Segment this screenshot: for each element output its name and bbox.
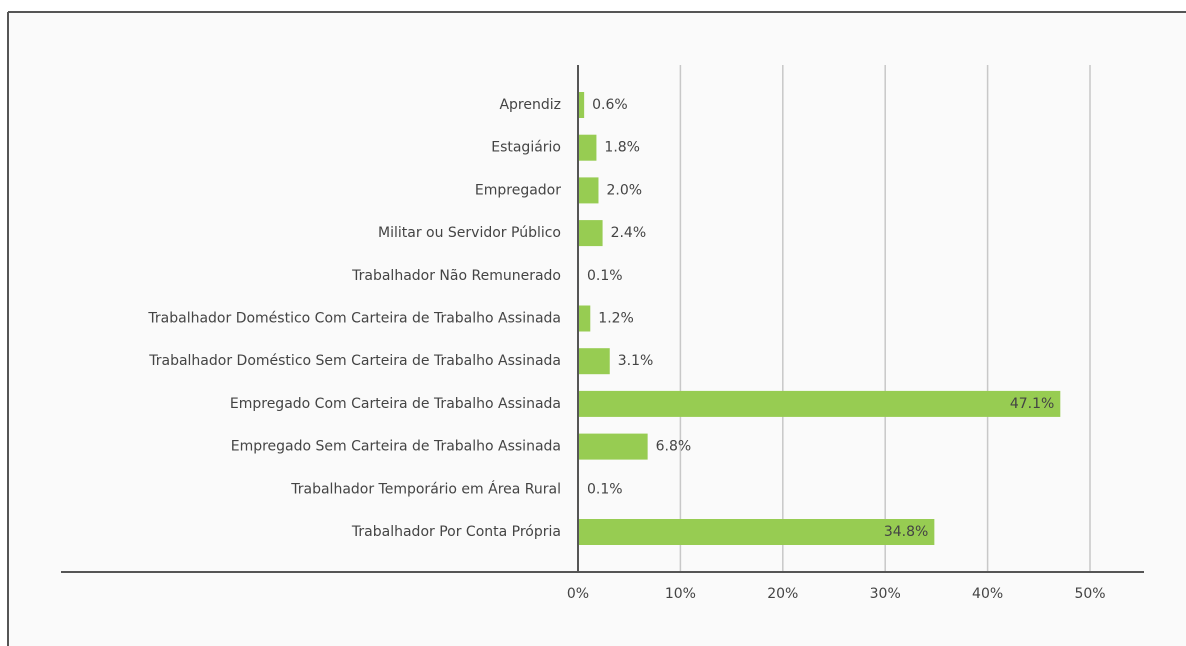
- y-tick-label: Estagiário: [491, 140, 561, 156]
- y-tick-label: Trabalhador Não Remunerado: [351, 268, 561, 284]
- y-tick-label: Trabalhador Temporário em Área Rural: [290, 480, 561, 497]
- x-tick-label: 40%: [972, 586, 1003, 602]
- y-tick-label: Militar ou Servidor Público: [378, 225, 561, 241]
- bar: [578, 92, 585, 118]
- y-tick-label: Aprendiz: [499, 97, 561, 113]
- x-tick-label: 0%: [567, 586, 589, 602]
- y-tick-label: Trabalhador Por Conta Própria: [351, 524, 561, 540]
- value-label: 6.8%: [656, 439, 692, 455]
- value-label: 1.8%: [604, 140, 640, 156]
- value-label: 0.6%: [592, 97, 628, 113]
- y-tick-label: Empregado Com Carteira de Trabalho Assin…: [230, 396, 561, 412]
- value-label: 0.1%: [587, 268, 623, 284]
- x-tick-label: 20%: [767, 586, 798, 602]
- value-label: 2.0%: [606, 182, 642, 198]
- value-label: 1.2%: [598, 311, 634, 327]
- y-tick-label: Empregador: [475, 182, 561, 198]
- bar: [578, 134, 597, 161]
- value-label: 2.4%: [611, 225, 647, 241]
- bar: [578, 305, 591, 332]
- y-tick-label: Trabalhador Doméstico Sem Carteira de Tr…: [148, 353, 561, 369]
- bar: [578, 220, 603, 247]
- value-label: 47.1%: [1010, 396, 1054, 412]
- bar: [578, 433, 648, 460]
- y-tick-label: Empregado Sem Carteira de Trabalho Assin…: [231, 439, 561, 455]
- bar: [578, 519, 935, 545]
- x-tick-label: 50%: [1074, 586, 1105, 602]
- bar: [578, 177, 599, 204]
- y-tick-label: Trabalhador Doméstico Com Carteira de Tr…: [147, 311, 561, 327]
- x-tick-label: 10%: [665, 586, 696, 602]
- bar: [578, 348, 610, 375]
- x-tick-label: 30%: [870, 586, 901, 602]
- value-label: 0.1%: [587, 481, 623, 497]
- value-label: 3.1%: [618, 353, 654, 369]
- bar: [578, 390, 1061, 417]
- value-label: 34.8%: [884, 524, 928, 540]
